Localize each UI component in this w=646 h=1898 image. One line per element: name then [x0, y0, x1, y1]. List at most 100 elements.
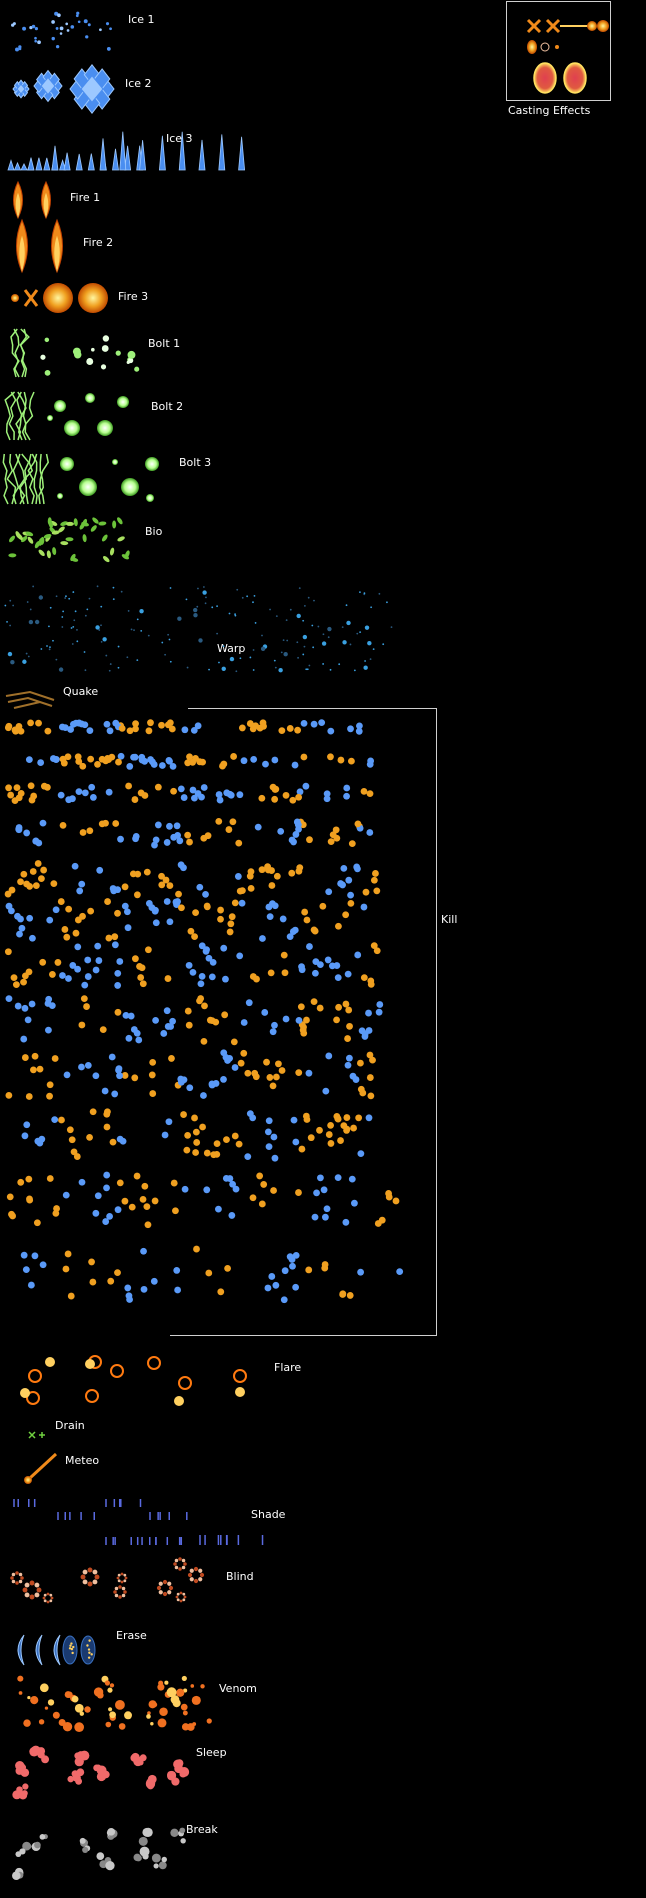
kill-orb — [30, 1066, 37, 1074]
kill-orb — [217, 915, 224, 923]
bio-leaf — [8, 553, 17, 558]
warp-particle — [72, 591, 75, 593]
label-bolt-2: Bolt 2 — [151, 400, 184, 413]
venom-drop — [115, 1699, 125, 1710]
kill-orb — [346, 1054, 353, 1062]
blind-petal — [198, 1577, 203, 1582]
kill-orb — [334, 1115, 342, 1122]
kill-orb — [292, 831, 300, 838]
label-flare: Flare — [274, 1361, 302, 1374]
warp-particle — [274, 666, 277, 669]
kill-orb — [20, 1035, 28, 1043]
ice-1-sparkle — [18, 47, 22, 51]
erase-sprites — [17, 1634, 96, 1666]
warp-particle — [196, 605, 199, 608]
ice-1-sparkle — [70, 25, 75, 29]
kill-orb — [23, 829, 31, 837]
blind-petal — [82, 1579, 88, 1585]
kill-orb — [215, 791, 223, 798]
kill-orb — [264, 1284, 272, 1292]
venom-drop — [109, 1683, 115, 1688]
warp-particle — [38, 595, 44, 600]
blind-petal — [82, 1569, 88, 1575]
kill-orb — [275, 1060, 282, 1068]
bolt-1-strand — [19, 328, 28, 378]
kill-orb — [69, 962, 77, 969]
kill-orb — [72, 929, 80, 937]
bolt-1-spark — [102, 335, 110, 342]
warp-particle — [22, 659, 27, 664]
warp-particle — [64, 597, 67, 599]
warp-particle — [359, 631, 362, 634]
kill-orb — [5, 1091, 13, 1099]
kill-orb — [228, 1212, 236, 1219]
flare-sun — [174, 1396, 184, 1406]
kill-orb — [325, 888, 333, 896]
kill-orb — [366, 829, 374, 836]
warp-particle — [100, 605, 103, 608]
venom-drop — [147, 1711, 151, 1715]
blind-petal — [174, 1565, 179, 1570]
kill-orb — [46, 916, 54, 924]
erase-spark — [71, 1651, 74, 1655]
kill-orb — [173, 901, 180, 909]
kill-orb — [94, 942, 102, 950]
kill-orb — [260, 1181, 268, 1188]
kill-orb — [286, 1253, 294, 1261]
kill-orb — [198, 972, 206, 980]
warp-particle — [102, 637, 107, 642]
kill-orb — [258, 1200, 266, 1208]
bolt-1-spark — [44, 337, 50, 343]
kill-orb — [335, 1003, 343, 1011]
kill-orb — [344, 1035, 351, 1042]
warp-particle — [275, 615, 278, 618]
kill-orb — [126, 727, 134, 735]
break-stone — [153, 1863, 159, 1869]
kill-orb — [147, 719, 154, 727]
kill-orb — [110, 887, 118, 895]
sleep-puff — [72, 1773, 81, 1782]
erase-crescent — [35, 1634, 43, 1666]
kill-orb — [25, 968, 33, 976]
blind-petal — [120, 1580, 124, 1584]
bolt-2-orb — [54, 400, 66, 412]
sleep-puff — [37, 1747, 46, 1756]
warp-particle — [202, 586, 205, 588]
warp-particle — [329, 668, 332, 671]
warp-particle — [49, 646, 51, 649]
kill-orb — [57, 898, 65, 905]
warp-particle — [55, 595, 58, 598]
bio-leaf — [60, 521, 68, 526]
kill-orb — [236, 791, 244, 799]
kill-orb — [102, 1218, 110, 1225]
kill-orb — [114, 969, 122, 977]
kill-orb — [321, 1213, 329, 1221]
warp-particle — [249, 656, 252, 659]
ice-1-sparkle — [87, 23, 91, 27]
kill-orb — [89, 1278, 97, 1286]
kill-orb — [396, 1268, 404, 1276]
ice-1-sparkle — [106, 47, 111, 51]
kill-orb — [121, 883, 129, 891]
kill-orb — [256, 1172, 264, 1180]
kill-orb — [25, 1093, 33, 1100]
kill-orb — [357, 1059, 364, 1067]
meteo-trail — [28, 1452, 58, 1480]
venom-drop — [74, 1703, 84, 1713]
kill-orb — [294, 821, 302, 829]
kill-orb — [105, 788, 113, 796]
kill-orb — [203, 1186, 211, 1194]
warp-particle — [382, 643, 385, 646]
kill-orb — [34, 860, 42, 867]
bolt-3-orb — [79, 478, 97, 496]
kill-orb — [332, 826, 340, 834]
sleep-sprites — [12, 1745, 190, 1800]
kill-orb — [140, 1247, 147, 1255]
bolt-3-orb — [121, 478, 139, 496]
blind-center — [15, 1576, 19, 1580]
kill-orb — [370, 876, 378, 884]
kill-orb — [334, 1174, 342, 1182]
kill-orb — [141, 1182, 149, 1190]
kill-orb — [271, 1154, 279, 1162]
blind-petal — [162, 1579, 168, 1585]
